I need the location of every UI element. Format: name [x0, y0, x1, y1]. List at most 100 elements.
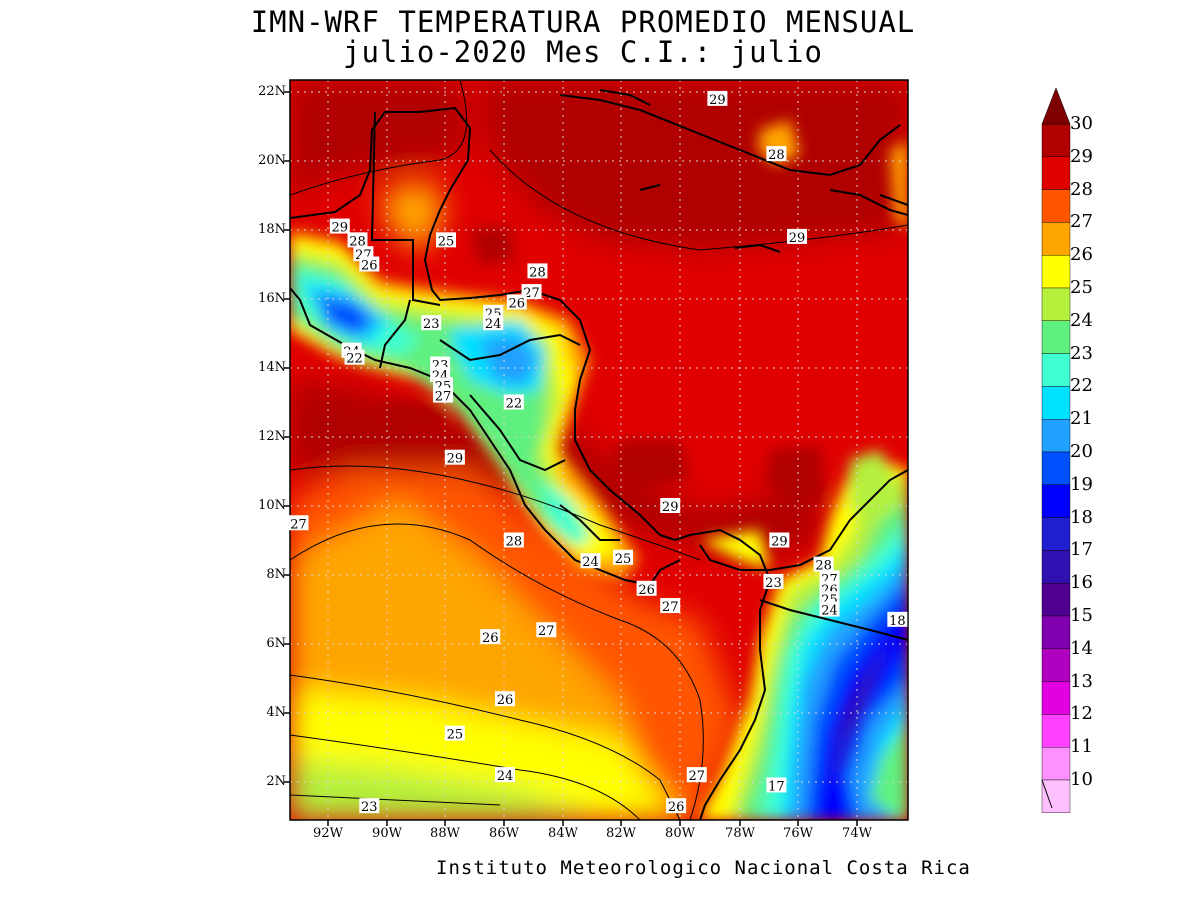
contour-label-bg: [787, 228, 808, 244]
colorbar-swatch: [1041, 419, 1071, 453]
lat-label-14n: 14N: [258, 360, 286, 375]
colorbar-label: 25: [1070, 277, 1093, 298]
colorbar-swatch: [1041, 123, 1071, 157]
contour-label: 26: [497, 693, 514, 708]
contour-label-bg: [660, 498, 681, 513]
lat-label-20n: 20N: [258, 153, 286, 168]
contour-label: 22: [506, 397, 523, 412]
lat-label-6n: 6N: [266, 636, 286, 651]
colorbar-swatch: [1041, 287, 1071, 321]
contour-label-bg: [329, 218, 350, 234]
colorbar-swatch: [1041, 550, 1071, 584]
contour-label-bg: [444, 449, 465, 465]
contour-label: 25: [438, 234, 455, 249]
colorbar-swatch: [1041, 648, 1071, 682]
contour-label: 27: [538, 624, 555, 639]
colorbar-label: 29: [1070, 145, 1093, 167]
colorbar-label: 10: [1070, 769, 1093, 790]
colorbar-label: 13: [1070, 670, 1093, 692]
colorbar-swatch: [1041, 583, 1071, 617]
contour-label: 17: [768, 779, 785, 794]
colorbar-top-arrow: [1041, 87, 1071, 125]
colorbar-swatch: [1041, 222, 1071, 256]
colorbar-label: 26: [1070, 244, 1093, 266]
lon-label-92w: 92W: [313, 826, 343, 841]
contour-label: 22: [346, 352, 363, 367]
contour-label: 27: [290, 517, 307, 532]
contour-label-bg: [288, 515, 309, 531]
contour-label: 29: [447, 452, 464, 467]
contour-label: 28: [529, 265, 546, 280]
contour-lines: [290, 80, 908, 820]
coastlines: [290, 89, 908, 820]
contour-label: 24: [821, 604, 838, 619]
contour-label-bg: [707, 90, 728, 106]
contour-label: 29: [789, 231, 806, 246]
contour-label-bg: [359, 256, 380, 272]
contour-label: 28: [349, 234, 366, 249]
contour-label: 23: [361, 800, 378, 815]
contour-label-bg: [444, 725, 465, 741]
colorbar-swatch: [1041, 189, 1071, 223]
colorbar-bottom-tick: [1041, 779, 1053, 809]
colorbar-swatch: [1041, 156, 1071, 190]
colorbar-label: 23: [1070, 342, 1093, 364]
contour-label-bg: [686, 767, 707, 783]
contour-label-bg: [527, 263, 548, 279]
contour-label: 27: [523, 286, 540, 301]
colorbar: [1041, 123, 1071, 813]
contour-label: 27: [688, 769, 705, 784]
contour-label: 29: [662, 500, 679, 515]
colorbar-label: 15: [1070, 605, 1093, 626]
plot-frame: [289, 79, 909, 821]
lat-label-2n: 2N: [266, 774, 286, 789]
contour-label-bg: [347, 232, 368, 248]
contour-label: 26: [509, 296, 526, 311]
contour-label-bg: [495, 691, 515, 707]
contour-label: 26: [638, 583, 655, 598]
contour-label-bg: [666, 798, 687, 814]
contour-label-bg: [359, 798, 380, 814]
lon-label-90w: 90W: [372, 826, 402, 841]
contour-label: 27: [435, 390, 452, 405]
contour-label: 18: [889, 614, 906, 629]
colorbar-swatch: [1041, 386, 1071, 420]
contour-label-bg: [344, 349, 365, 365]
colorbar-label: 11: [1070, 736, 1093, 758]
contour-label: 29: [709, 93, 726, 108]
contour-label: 27: [662, 600, 679, 615]
lon-label-74w: 74W: [842, 826, 872, 841]
contour-label: 25: [447, 728, 464, 743]
contour-label: 24: [582, 555, 599, 570]
colorbar-label: 24: [1070, 309, 1093, 331]
contour-label: 23: [423, 317, 440, 332]
contour-label-bg: [433, 387, 454, 403]
contour-label-bg: [483, 315, 504, 331]
contour-label: 26: [361, 259, 378, 274]
lat-label-16n: 16N: [258, 291, 286, 306]
contour-label-bg: [819, 601, 840, 617]
contour-label-bg: [506, 294, 527, 310]
contour-label-bg: [813, 556, 834, 572]
colorbar-swatch: [1041, 615, 1071, 649]
temperature-field: [290, 80, 908, 820]
colorbar-label: 12: [1070, 703, 1093, 725]
colorbar-swatch: [1041, 779, 1071, 813]
contour-label: 24: [485, 317, 502, 332]
lon-label-88w: 88W: [430, 826, 460, 841]
lon-label-82w: 82W: [606, 826, 636, 841]
contour-label: 29: [771, 535, 788, 550]
axis-ticks: [284, 91, 858, 826]
contour-label-bg: [580, 553, 601, 569]
colorbar-label: 14: [1070, 637, 1093, 659]
contour-label-bg: [763, 573, 784, 589]
contour-label: 29: [332, 221, 349, 236]
contour-label-bg: [769, 532, 790, 548]
lat-label-22n: 22N: [258, 84, 286, 99]
colorbar-swatch: [1041, 254, 1071, 289]
contour-label-bg: [766, 777, 787, 793]
colorbar-label: 27: [1070, 211, 1093, 233]
map-title-line1: IMN-WRF TEMPERATURA PROMEDIO MENSUAL: [250, 5, 916, 39]
contour-label-bg: [613, 549, 633, 565]
colorbar-swatch: [1041, 320, 1071, 354]
